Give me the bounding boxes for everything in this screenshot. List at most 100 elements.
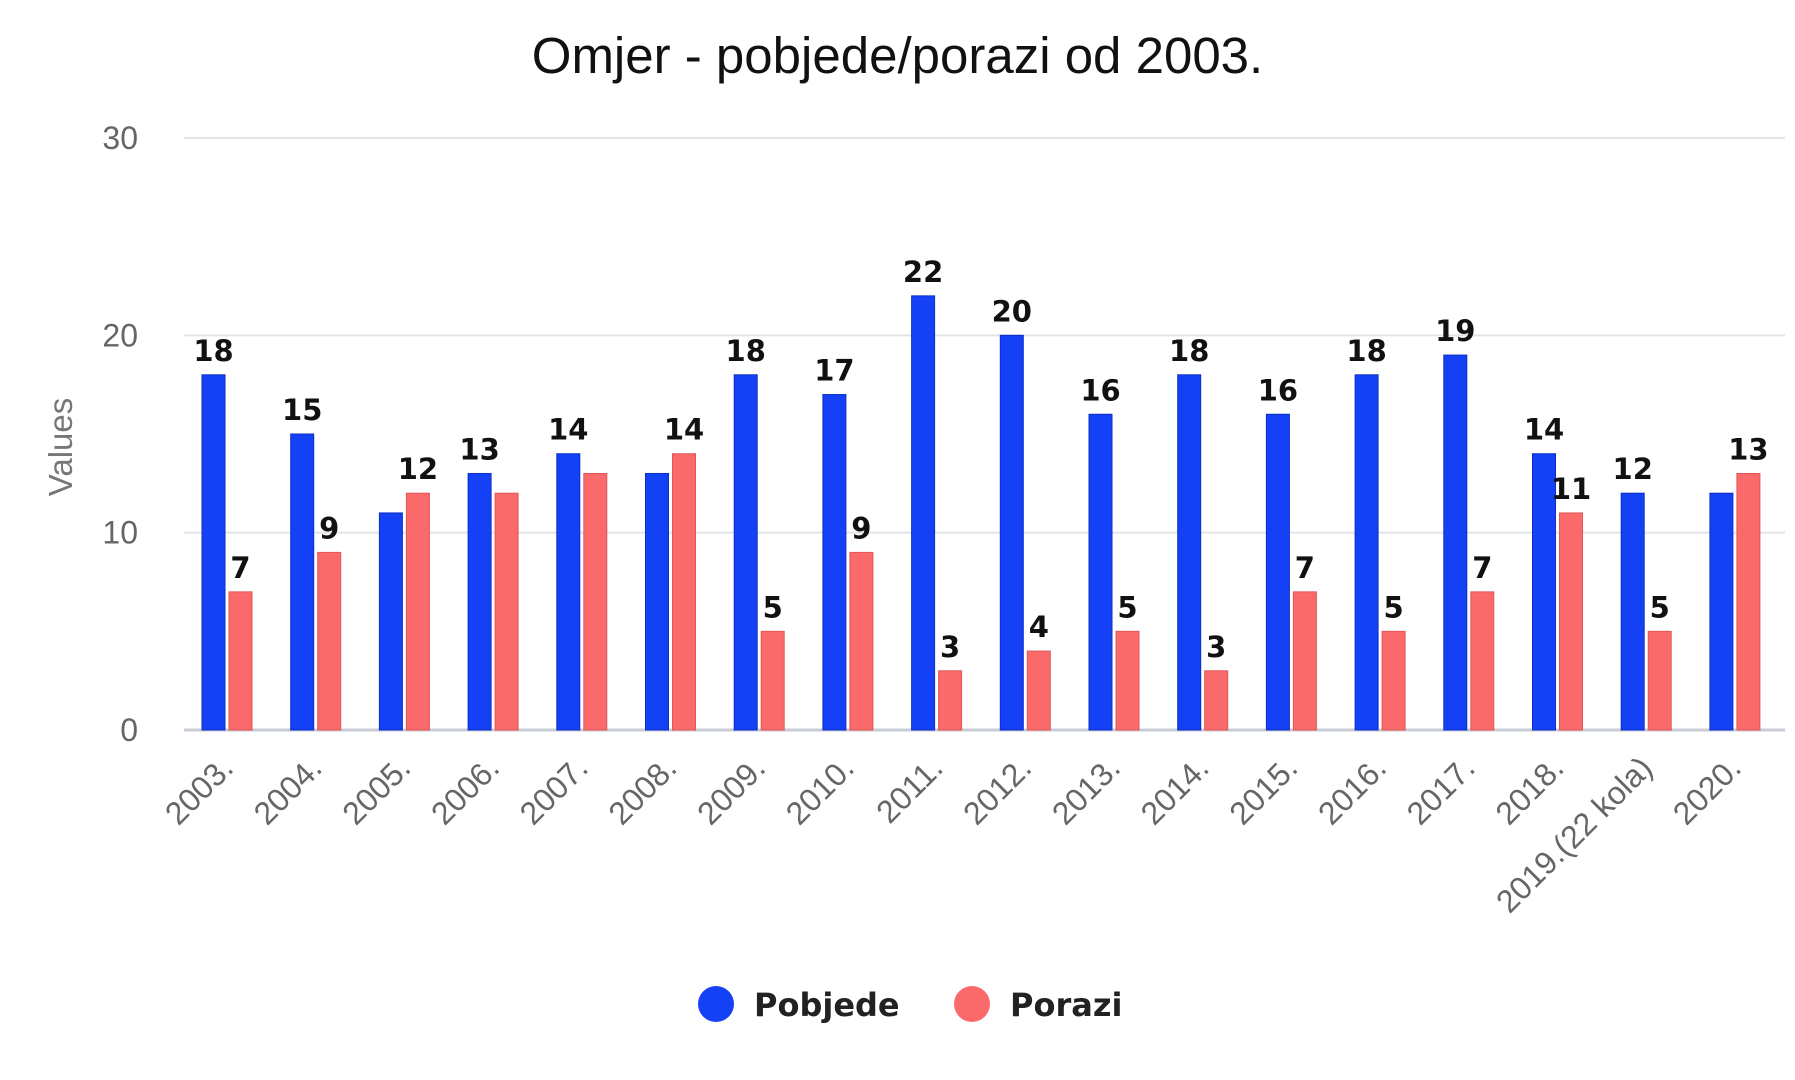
x-tick-label: 2020.: [1666, 749, 1748, 831]
bar-pobjede: [1177, 374, 1202, 731]
data-label: 3: [940, 630, 960, 664]
data-label: 4: [1029, 610, 1049, 644]
bar-porazi: [849, 551, 874, 731]
y-tick-label: 10: [102, 515, 138, 551]
data-label: 5: [1384, 590, 1404, 624]
data-label: 13: [1728, 432, 1768, 466]
x-tick-label: 2019.(22 kola): [1489, 749, 1659, 919]
bar-porazi: [672, 453, 696, 731]
x-tick-label: 2009.: [690, 749, 772, 831]
bar-porazi: [1381, 630, 1406, 731]
x-tick-label: 2003.: [158, 749, 240, 831]
bar-porazi: [583, 472, 608, 731]
data-label: 5: [1650, 590, 1670, 624]
data-label: 18: [726, 334, 766, 368]
bar-pobjede: [822, 394, 847, 731]
y-tick-label: 20: [102, 317, 138, 353]
x-axis-ticks: 2003. 2004. 2005. 2006. 2007. 2008. 2009. 2010.…: [158, 749, 1748, 919]
data-label: 20: [992, 294, 1032, 328]
data-label: 7: [1472, 551, 1492, 585]
data-label: 14: [548, 413, 588, 447]
data-label: 12: [1613, 452, 1653, 486]
x-tick-label: 2010.: [779, 749, 861, 831]
x-tick-label: 2005.: [335, 749, 417, 831]
bar-porazi: [1736, 472, 1761, 731]
y-tick-label: 0: [120, 712, 138, 748]
gridlines: [184, 137, 1785, 732]
x-tick-label: 2004.: [247, 749, 329, 831]
data-label: 16: [1258, 373, 1298, 407]
data-label: 7: [230, 551, 250, 585]
x-tick-label: 2008.: [601, 749, 683, 831]
bar-porazi: [1026, 650, 1051, 731]
x-tick-label: 2007.: [513, 749, 595, 831]
bar-pobjede: [733, 374, 758, 731]
x-tick-label: 2017.: [1400, 749, 1482, 831]
bar-pobjede: [467, 472, 492, 731]
bar-pobjede: [1265, 413, 1290, 731]
bar-porazi: [494, 492, 519, 731]
legend-swatch-icon: [698, 986, 734, 1022]
bar-pobjede: [201, 374, 226, 731]
bar-pobjede: [1532, 453, 1556, 731]
bar-porazi: [760, 630, 785, 731]
data-label: 16: [1080, 373, 1120, 407]
bar-porazi: [938, 670, 963, 731]
data-label: 5: [763, 590, 783, 624]
bar-porazi: [405, 492, 430, 731]
bar-porazi: [1559, 512, 1583, 731]
y-axis-label: Values: [42, 398, 79, 496]
legend-label: Pobjede: [754, 986, 900, 1024]
bar-porazi: [317, 551, 342, 731]
bar-porazi: [1204, 670, 1229, 731]
data-label: 14: [664, 413, 704, 447]
data-label: 18: [1169, 334, 1209, 368]
data-label: 18: [193, 334, 233, 368]
legend: Pobjede Porazi: [698, 986, 1122, 1024]
data-label: 13: [459, 432, 499, 466]
legend-swatch-icon: [954, 986, 990, 1022]
bar-pobjede: [911, 295, 936, 731]
x-tick-label: 2016.: [1311, 749, 1393, 831]
data-label: 7: [1295, 551, 1315, 585]
bar-porazi: [1292, 591, 1317, 731]
data-label: 17: [814, 354, 854, 388]
bar-pobjede: [1088, 413, 1113, 731]
x-tick-label: 2013.: [1045, 749, 1127, 831]
bar-pobjede: [1354, 374, 1379, 731]
bar-pobjede: [378, 512, 403, 731]
x-tick-label: 2011.: [869, 749, 949, 829]
data-label: 11: [1551, 472, 1591, 506]
data-label: 19: [1435, 314, 1475, 348]
bar-pobjede: [999, 334, 1024, 731]
chart-title: Omjer - pobjede/porazi od 2003.: [531, 27, 1264, 84]
legend-item-pobjede[interactable]: Pobjede: [698, 986, 900, 1024]
bar-pobjede: [290, 433, 315, 731]
data-label: 18: [1346, 334, 1386, 368]
bars: [201, 295, 1761, 731]
bar-porazi: [1115, 630, 1140, 731]
bar-porazi: [228, 591, 253, 731]
legend-item-porazi[interactable]: Porazi: [954, 986, 1122, 1024]
data-label: 12: [398, 452, 438, 486]
legend-label: Porazi: [1010, 986, 1122, 1024]
bar-pobjede: [645, 472, 669, 731]
data-labels: 18 7 15 9 12 13 14 14 18 5 17 9 22 3 20 4 16 5 18 3 16 7 18 5 19…: [193, 255, 1768, 664]
y-tick-label: 30: [102, 120, 138, 156]
x-tick-label: 2012.: [956, 749, 1038, 831]
data-label: 9: [851, 511, 871, 545]
data-label: 5: [1117, 590, 1137, 624]
bar-pobjede: [1620, 492, 1645, 731]
y-axis-ticks: 0 10 20 30: [102, 120, 138, 748]
data-label: 22: [903, 255, 943, 289]
bar-pobjede: [556, 453, 581, 731]
data-label: 3: [1206, 630, 1226, 664]
bar-porazi: [1647, 630, 1672, 731]
data-label: 9: [319, 511, 339, 545]
data-label: 15: [282, 393, 322, 427]
bar-pobjede: [1709, 492, 1734, 731]
x-tick-label: 2014.: [1134, 749, 1216, 831]
x-tick-label: 2015.: [1222, 749, 1304, 831]
